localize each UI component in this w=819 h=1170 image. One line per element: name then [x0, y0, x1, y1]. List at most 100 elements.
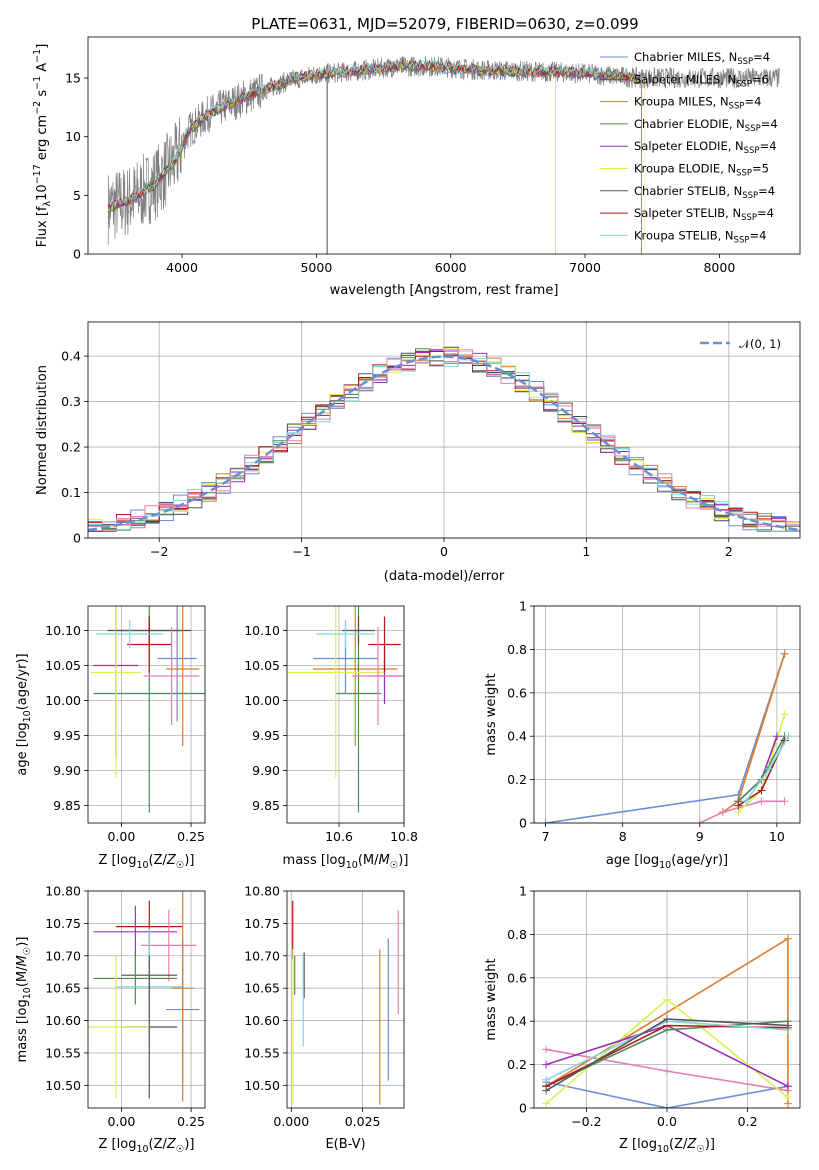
mass-weight-line	[722, 653, 786, 813]
axes-frame	[87, 36, 801, 255]
x-tick-label: 6000	[435, 260, 467, 275]
model-spectrum-line	[107, 60, 642, 212]
mass-weight-marker	[542, 1060, 551, 1069]
x-tick-label: 8000	[703, 260, 735, 275]
mass-weight-marker	[718, 808, 727, 817]
x-tick-label: 0.25	[177, 829, 205, 844]
y-axis-label: Flux [fλ10−17 erg cm−2 s−1 A−1]	[32, 44, 53, 248]
x-tick-label: 0.2	[738, 1114, 758, 1129]
axes-frame	[87, 605, 206, 824]
model-spectrum-line	[107, 59, 642, 210]
axes-frame	[533, 605, 801, 824]
y-tick-label: 10.10	[45, 623, 81, 638]
plot-area	[88, 891, 200, 1102]
x-axis-label: wavelength [Angstrom, rest frame]	[330, 283, 559, 298]
mass-weight-marker	[542, 1099, 551, 1108]
mass-weight-marker	[742, 797, 751, 806]
chart-residuals: −2 −1 0 1 2 0 0.1 0.2 0.3 0.4 𝒩(0, 1) Normed distri…	[35, 321, 801, 584]
y-axis-label: age [log10(age/yr)]	[15, 653, 33, 775]
mass-weight-line	[699, 800, 785, 823]
axes-frame	[87, 890, 206, 1109]
mass-weight-marker	[541, 819, 550, 823]
plot-area	[542, 934, 792, 1108]
errorbar-point	[335, 606, 382, 813]
errorbar-point	[140, 909, 197, 982]
x-tick-label: 5000	[300, 260, 332, 275]
errorbar-point	[157, 606, 197, 722]
y-tick-label: 15	[65, 71, 81, 86]
legend: Chabrier MILES, NSSP=4 Salpeter MILES, NS…	[600, 50, 778, 245]
errorbar-point	[287, 606, 385, 778]
x-tick-label: 10.6	[325, 829, 353, 844]
legend-entry-label: 𝒩(0, 1)	[739, 337, 781, 351]
y-tick-label: 10.50	[45, 1078, 81, 1093]
mass-weight-marker	[542, 1075, 551, 1084]
axes-frame	[87, 321, 801, 539]
errorbar-point	[316, 620, 375, 648]
x-axis-label: E(B-V)	[325, 1137, 365, 1152]
chart-mass_vs_Z: 0.00 0.25 10.50 10.55 10.60 10.65 10.70 10.75 10…	[15, 884, 206, 1155]
mass-weight-marker	[783, 1082, 792, 1091]
mass-weight-marker	[783, 934, 792, 943]
plot-area	[107, 56, 780, 254]
y-tick-label: 0.8	[507, 642, 527, 657]
mass-weight-marker	[765, 764, 774, 773]
y-tick-label: 0	[73, 247, 81, 262]
mass-weight-marker	[783, 1093, 792, 1102]
legend-entry-label: Kroupa STELIB, NSSP=4	[634, 228, 766, 245]
y-tick-label: 1	[519, 884, 527, 899]
x-tick-label: 0.25	[177, 1114, 205, 1129]
y-tick-label: 10.70	[45, 948, 81, 963]
errorbar-point	[368, 616, 401, 673]
y-tick-label: 10.10	[244, 623, 280, 638]
errorbar-point	[93, 606, 205, 813]
figure-title: PLATE=0631, MJD=52079, FIBERID=0630, z=0…	[251, 15, 638, 33]
y-tick-label: 10.05	[244, 658, 280, 673]
legend-entry-label: Chabrier STELIB, NSSP=4	[634, 184, 775, 201]
errorbar-point	[90, 606, 141, 778]
y-tick-label: 10.80	[244, 884, 280, 899]
y-tick-label: 0	[73, 531, 81, 546]
mass-weight-marker	[757, 797, 766, 806]
y-tick-label: 0.1	[61, 485, 81, 500]
y-tick-label: 0.2	[507, 772, 527, 787]
x-tick-label: 9	[696, 829, 704, 844]
y-axis-label: mass weight	[484, 958, 499, 1040]
errorbar-point	[352, 627, 404, 725]
y-tick-label: 0.8	[507, 927, 527, 942]
y-tick-label: 9.90	[53, 763, 81, 778]
x-tick-label: 0.025	[345, 1114, 381, 1129]
y-tick-label: 0.4	[61, 349, 81, 364]
mass-weight-marker	[663, 995, 671, 1004]
legend-entry-label: Chabrier MILES, NSSP=4	[634, 50, 770, 67]
y-tick-label: 10.55	[244, 1045, 280, 1060]
legend-entry-label: Salpeter STELIB, NSSP=4	[634, 206, 774, 223]
x-axis-label: age [log10(age/yr)]	[606, 853, 728, 871]
y-tick-label: 10.55	[45, 1045, 81, 1060]
errorbar-point	[313, 606, 398, 746]
plot-area	[292, 900, 399, 1105]
chart-weight_vs_Z: −0.2 0.0 0.2 0 0.2 0.4 0.6 0.8 1 mass weight Z [lo…	[484, 884, 801, 1155]
mass-weight-marker	[757, 786, 766, 795]
mass-weight-line	[545, 1081, 789, 1108]
x-tick-label: 7000	[569, 260, 601, 275]
errorbar-point	[96, 620, 164, 648]
errorbar-point	[143, 627, 200, 725]
x-tick-label: 0.000	[273, 1114, 309, 1129]
mass-weight-marker	[695, 819, 704, 823]
chart-weight_vs_age: 7 8 9 10 0 0.2 0.4 0.6 0.8 1 mass weight age [log10…	[484, 599, 801, 871]
plot-area	[287, 606, 404, 813]
y-tick-label: 10.60	[244, 1013, 280, 1028]
errorbar-point	[93, 952, 178, 1005]
mass-weight-marker	[780, 649, 789, 658]
y-tick-label: 0.6	[507, 970, 527, 985]
x-tick-label: 0.00	[108, 829, 136, 844]
x-tick-label: 0.00	[108, 1114, 136, 1129]
legend-entry-label: Chabrier ELODIE, NSSP=4	[634, 117, 778, 134]
legend-entry-label: Salpeter ELODIE, NSSP=4	[634, 139, 777, 156]
mass-weight-marker	[663, 1067, 671, 1076]
plot-area	[88, 346, 800, 532]
residual-histogram-step	[88, 349, 800, 532]
mass-weight-marker	[783, 1021, 792, 1030]
